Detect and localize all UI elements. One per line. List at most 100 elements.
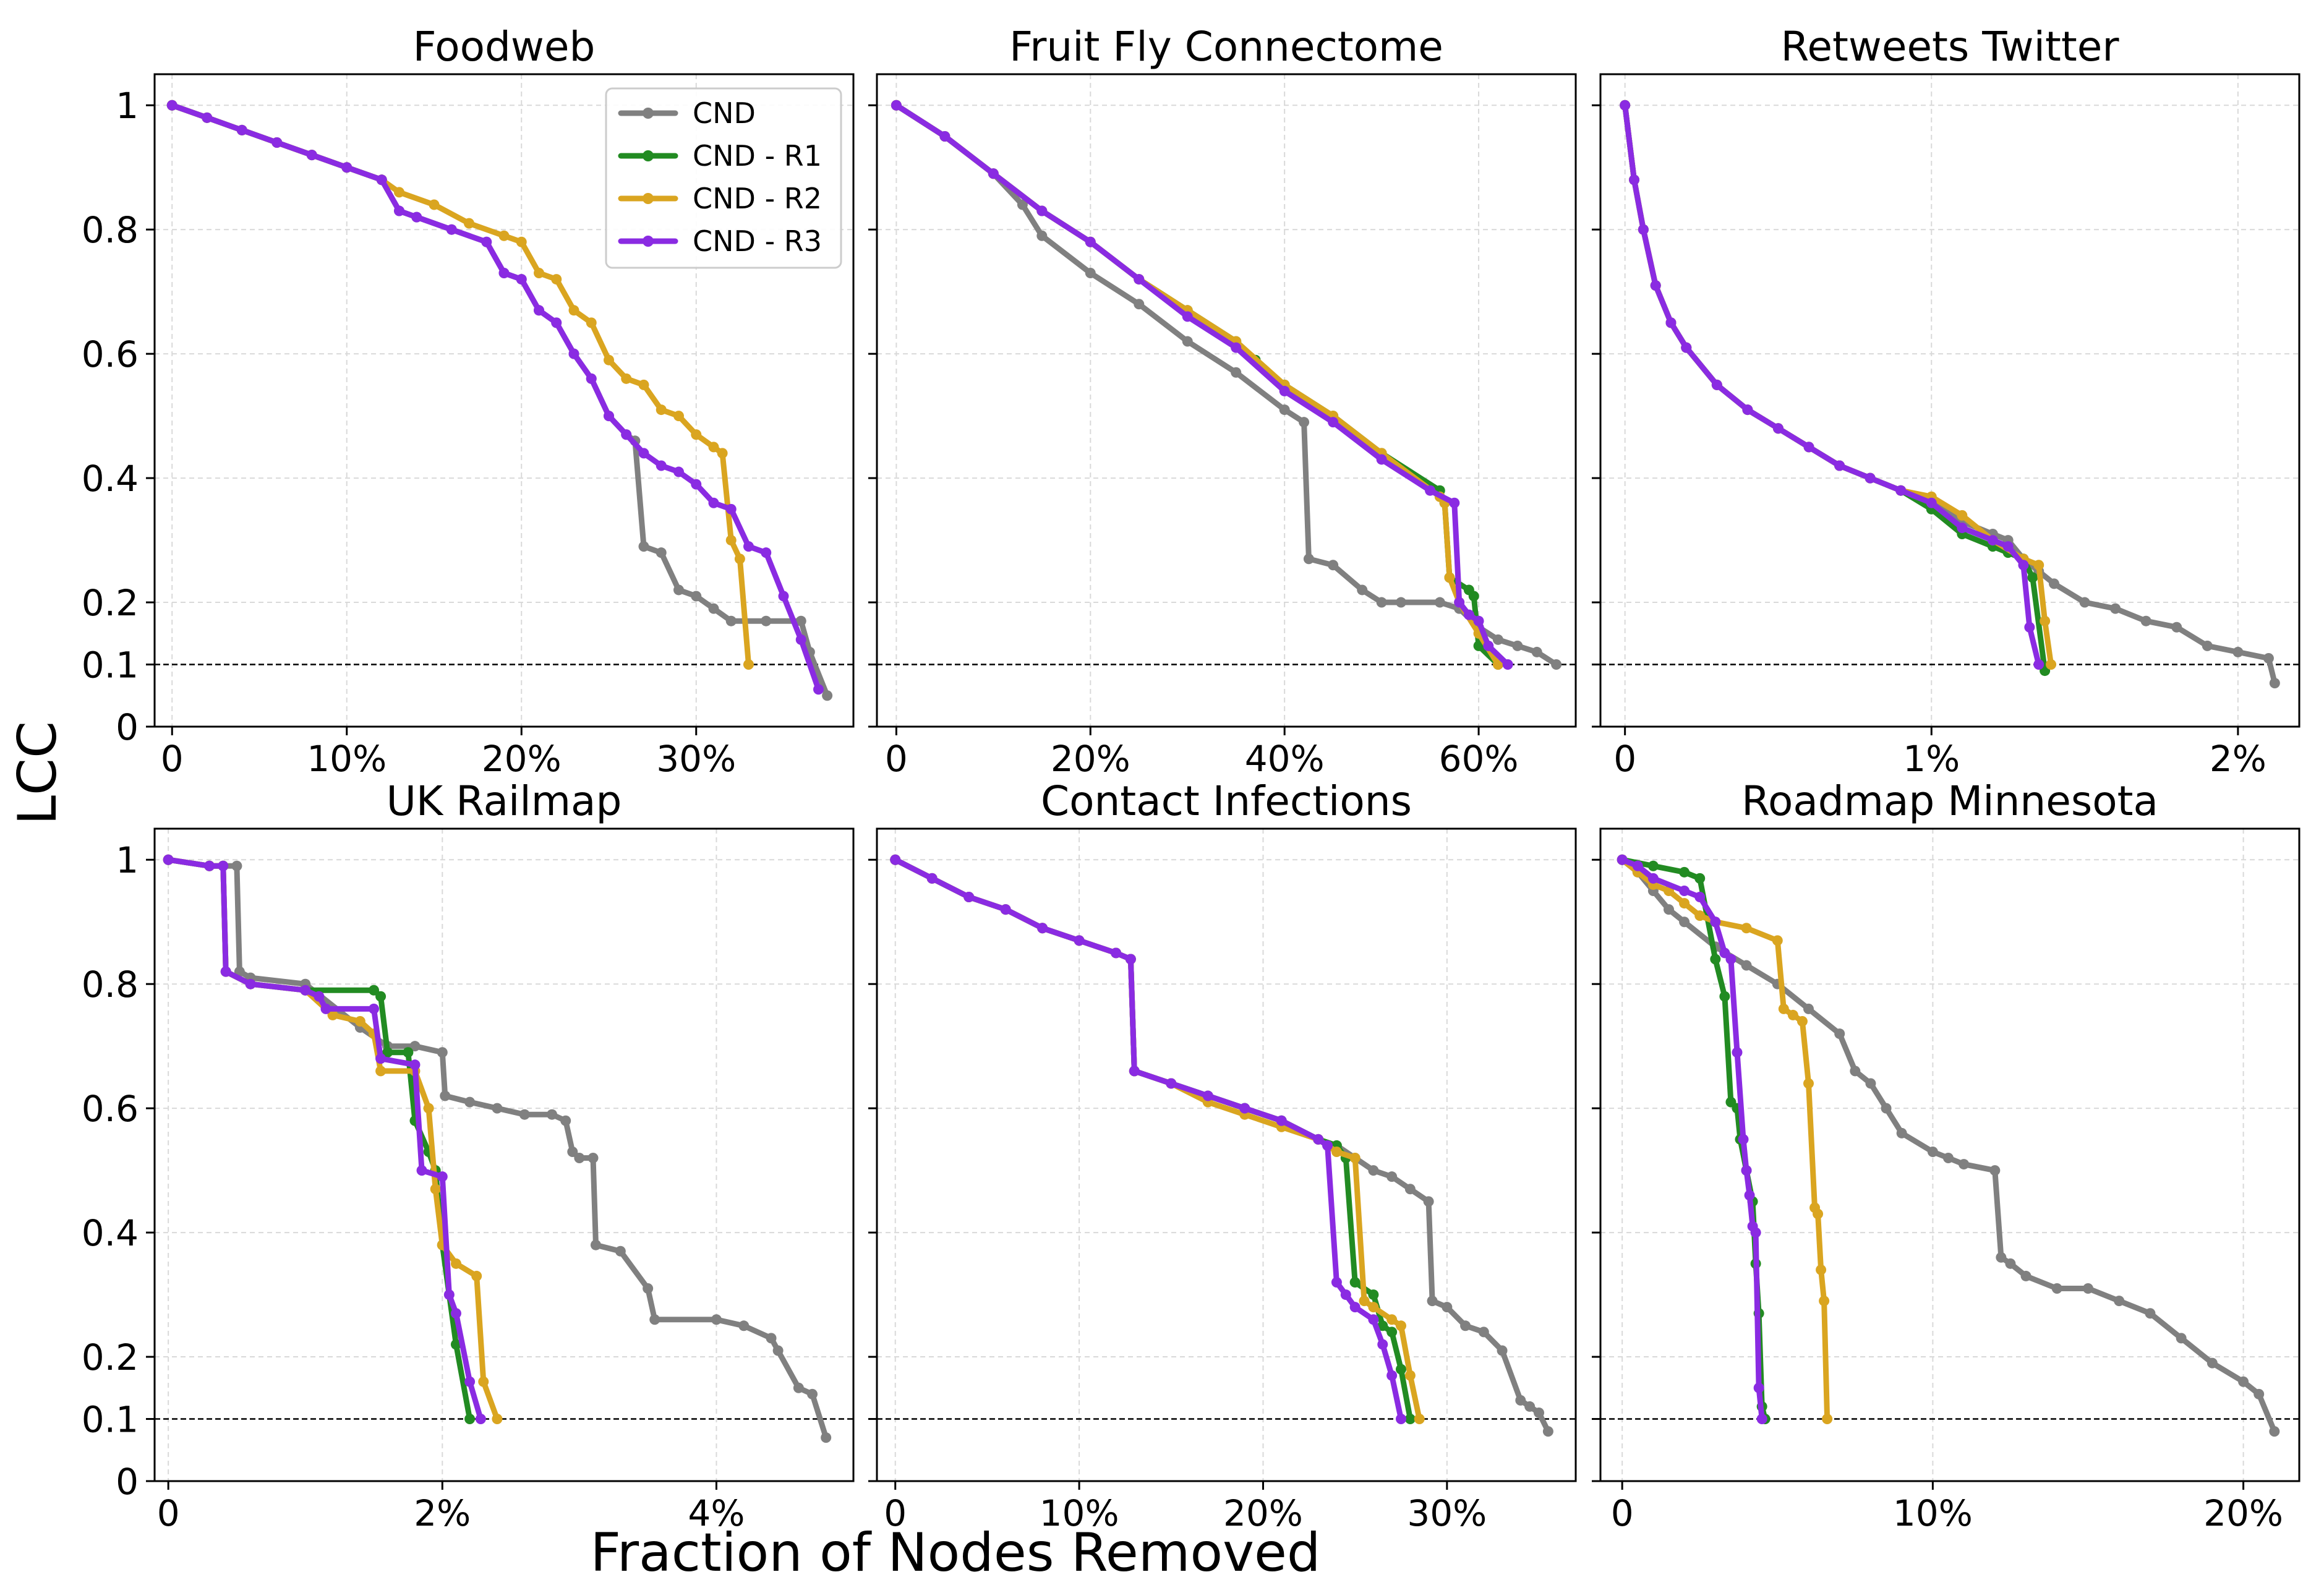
data-point-r3 [761,547,772,558]
data-point-r3 [1396,1414,1406,1425]
data-point-cnd [464,1096,476,1108]
data-point-r3 [320,1003,331,1014]
legend-label-r3: CND - R3 [693,224,822,258]
data-point-r3 [621,429,632,440]
data-point-cnd [708,603,719,614]
x-tick-label: 20% [1051,738,1130,780]
data-point-r2 [621,373,632,384]
data-point-cnd [795,615,806,626]
data-point-r3 [1074,935,1085,946]
x-tick-label: 0 [1611,1492,1634,1534]
x-tick-label: 0 [885,738,908,780]
data-point-cnd [1850,1066,1861,1077]
data-point-r1 [1368,1289,1379,1301]
data-point-r3 [1328,417,1339,428]
data-point-cnd [1927,1146,1938,1157]
data-point-cnd [1996,1252,2007,1263]
data-point-r3 [1322,1140,1333,1151]
data-point-cnd [1434,597,1445,608]
data-point-cnd [1376,597,1387,608]
x-tick-label: 0 [157,1492,180,1534]
y-tick-label: 0.2 [82,1336,139,1378]
data-point-r3 [568,348,579,359]
data-point-r2 [354,1015,365,1027]
x-tick-label: 30% [1407,1492,1487,1534]
data-point-cnd [821,1432,832,1443]
data-point-r3 [1331,1276,1342,1288]
data-point-r1 [1694,873,1706,884]
panel-title: UK Railmap [387,777,622,825]
data-point-r3 [1182,311,1193,322]
data-point-r3 [1750,1227,1761,1238]
data-point-cnd [1427,1296,1438,1307]
data-point-r2 [725,535,737,546]
panel-title: Retweets Twitter [1780,23,2119,70]
data-point-cnd [492,1103,503,1114]
data-point-r3 [778,591,789,602]
data-point-r1 [369,985,380,996]
data-point-cnd [691,591,702,602]
legend-marker-r2 [643,193,654,204]
y-tick-label: 0.1 [82,644,139,686]
data-point-cnd [766,1333,777,1344]
data-point-r3 [1744,1190,1755,1201]
data-point-cnd [711,1314,722,1325]
data-point-r1 [1349,1276,1361,1288]
data-point-r1 [2027,572,2038,583]
data-point-cnd [1741,960,1752,971]
data-point-r3 [1454,597,1465,608]
data-point-r3 [1483,640,1494,651]
data-point-cnd [1896,1127,1907,1139]
data-point-cnd [1834,1028,1845,1040]
x-tick-label: 20% [482,738,562,780]
data-point-cnd [822,690,833,701]
data-point-r2 [1819,1296,1830,1307]
y-axis-label: LCC [7,721,69,825]
x-tick-label: 20% [1223,1492,1303,1534]
data-point-r3 [1617,854,1628,865]
data-point-r3 [163,854,174,865]
data-point-r3 [498,268,510,279]
data-point-r3 [1313,1134,1324,1145]
data-point-cnd [1299,417,1310,428]
data-point-r3 [1473,615,1484,626]
data-point-r3 [1036,205,1048,216]
data-point-cnd [1017,199,1028,210]
data-point-cnd [1512,640,1523,651]
data-point-r2 [394,187,404,198]
data-point-r3 [1037,923,1048,934]
x-tick-label: 0 [161,738,184,780]
data-point-r1 [1647,860,1659,871]
data-point-cnd [649,1314,660,1325]
data-point-cnd [1524,1401,1536,1412]
data-point-r3 [1957,522,1968,533]
data-point-r3 [1738,1134,1749,1145]
legend-label-r1: CND - R1 [693,139,822,173]
data-point-r1 [375,991,387,1002]
data-point-r3 [481,236,492,247]
data-point-r3 [586,373,597,384]
data-point-r2 [1787,1009,1798,1020]
data-point-cnd [2114,1296,2125,1307]
data-point-cnd [1542,1426,1553,1437]
data-point-cnd [2049,578,2060,589]
data-point-r3 [2024,622,2035,633]
data-point-cnd [1442,1302,1453,1313]
plot-frame [1599,73,2301,728]
data-point-r3 [604,411,614,422]
data-point-cnd [590,1239,601,1250]
data-point-r3 [220,966,231,977]
data-point-r3 [475,1414,486,1425]
data-point-cnd [2171,622,2182,633]
data-point-r3 [1620,100,1631,111]
data-point-r3 [369,1003,380,1014]
data-point-r2 [1386,1314,1398,1325]
data-point-r3 [1679,885,1690,896]
plot-frame [876,73,1577,728]
data-point-r3 [1638,224,1649,235]
y-tick-label: 0.1 [82,1399,139,1441]
data-point-r3 [218,860,229,871]
panel-roadmap-minnesota: Roadmap Minnesota 0 10% 20% [1592,777,2301,1534]
data-point-cnd [1279,404,1290,416]
data-point-r3 [691,479,702,490]
